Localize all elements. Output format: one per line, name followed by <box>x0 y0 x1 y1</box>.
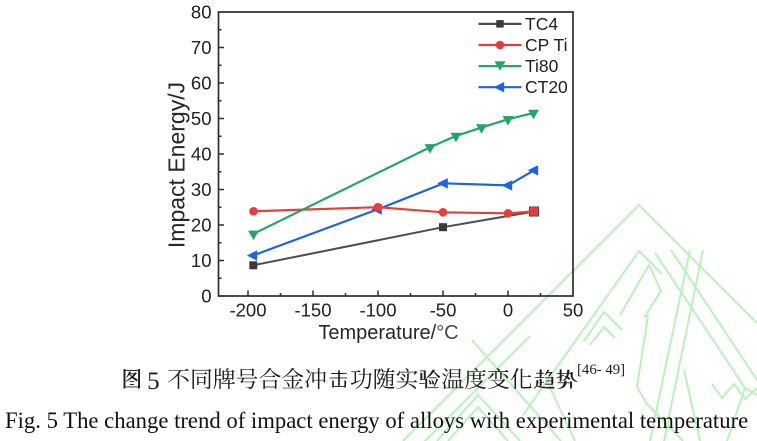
svg-text:-100: -100 <box>359 300 396 321</box>
svg-text:70: 70 <box>191 37 212 58</box>
svg-text:5: 5 <box>147 368 160 395</box>
svg-text:20: 20 <box>191 214 212 235</box>
svg-text:-200: -200 <box>229 300 266 321</box>
svg-text:Ti80: Ti80 <box>525 56 559 76</box>
svg-text:10: 10 <box>191 250 212 271</box>
svg-text:0: 0 <box>201 285 211 306</box>
svg-text:30: 30 <box>191 179 212 200</box>
svg-text:CP Ti: CP Ti <box>525 35 567 55</box>
svg-text:50: 50 <box>563 300 584 321</box>
svg-text:CT20: CT20 <box>525 77 568 97</box>
svg-text:60: 60 <box>191 72 212 93</box>
svg-text:-50: -50 <box>430 300 457 321</box>
svg-text:-150: -150 <box>294 300 331 321</box>
svg-text:80: 80 <box>191 1 212 22</box>
svg-text:0: 0 <box>503 300 513 321</box>
svg-text:Temperature/°C: Temperature/°C <box>318 322 458 344</box>
svg-text:TC4: TC4 <box>525 14 558 34</box>
svg-text:[46- 49]: [46- 49] <box>577 362 625 378</box>
svg-text:Impact Energy/J: Impact Energy/J <box>164 82 190 248</box>
svg-text:50: 50 <box>191 108 212 129</box>
svg-text:Fig. 5 The change trend of imp: Fig. 5 The change trend of impact energy… <box>5 408 748 433</box>
svg-text:40: 40 <box>191 143 212 164</box>
